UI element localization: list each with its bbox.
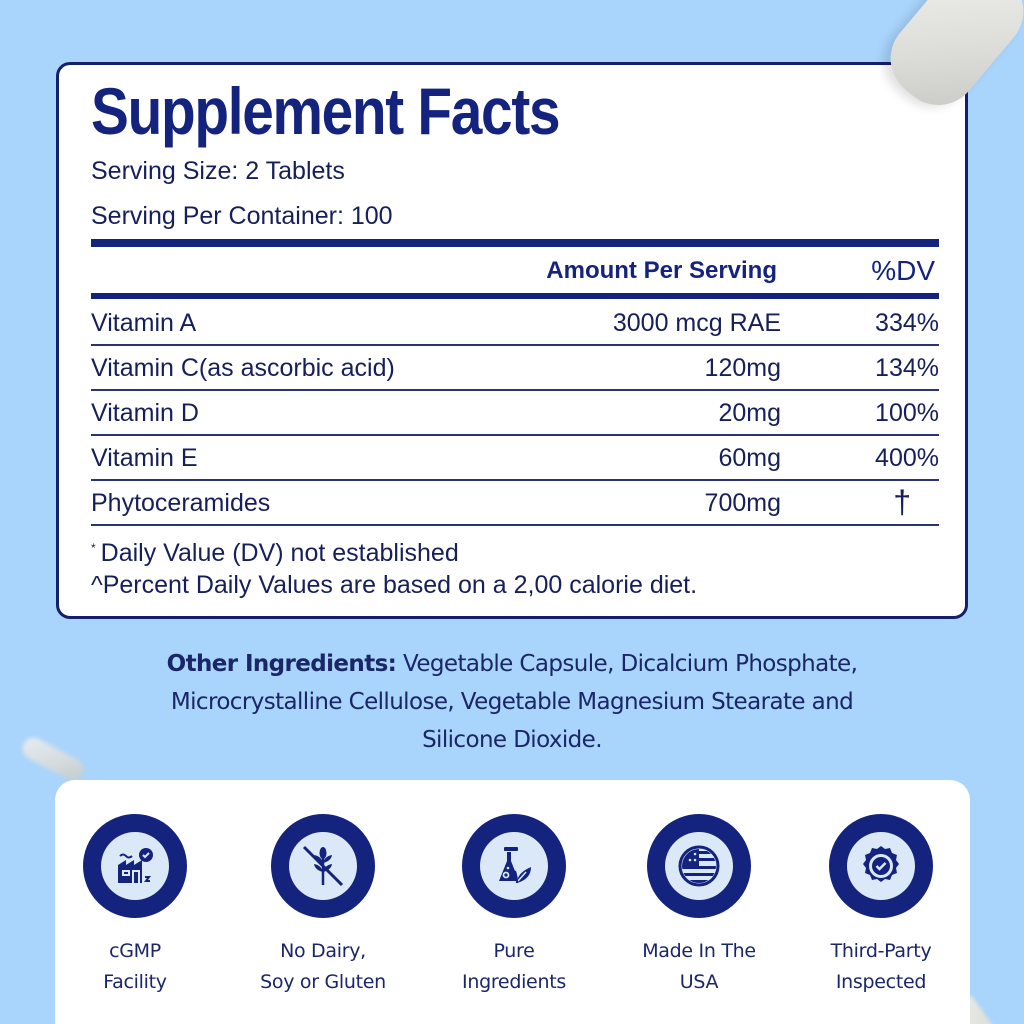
serving-size: Serving Size: 2 Tablets (91, 157, 345, 185)
badge-circle (83, 814, 187, 918)
usa-flag-icon (678, 845, 720, 887)
badge-label-line: Third-Party (830, 940, 932, 962)
fact-row: Vitamin C(as ascorbic acid) 120mg 134% (91, 346, 939, 391)
badge-label-line: USA (679, 971, 719, 993)
badge-label-line: Pure (493, 940, 535, 962)
footnote-text: Daily Value (DV) not established (100, 539, 459, 567)
badge-cgmp-facility: cGMP Facility (45, 814, 225, 998)
nutrient-dv: 100% (875, 399, 939, 427)
badge-label-line: Soy or Gluten (260, 971, 386, 993)
fact-row: Phytoceramides 700mg † (91, 481, 939, 526)
badge-circle (271, 814, 375, 918)
nutrient-amount: 60mg (718, 444, 781, 472)
nutrient-name: Vitamin A (91, 309, 197, 337)
other-ingredients-label: Other Ingredients: (166, 651, 397, 677)
footnote-mark: * (91, 541, 96, 555)
badge-inner (665, 832, 733, 900)
nutrient-name: Vitamin C(as ascorbic acid) (91, 354, 395, 382)
nutrient-amount: 120mg (704, 354, 781, 382)
nutrient-amount: 3000 mcg RAE (612, 309, 781, 337)
badge-label: No Dairy, Soy or Gluten (233, 936, 413, 998)
column-header-dv: %DV (871, 255, 935, 286)
servings-per-container: Serving Per Container: 100 (91, 202, 393, 230)
divider (91, 293, 939, 299)
badge-made-in-usa: Made In The USA (609, 814, 789, 998)
badge-inner (480, 832, 548, 900)
badge-label: Made In The USA (609, 936, 789, 998)
badge-label-line: cGMP (109, 940, 161, 962)
no-wheat-icon (302, 845, 344, 887)
supplement-facts-panel: Supplement Facts Serving Size: 2 Tablets… (56, 62, 968, 619)
badge-circle (462, 814, 566, 918)
badge-inner (289, 832, 357, 900)
badge-label-line: Made In The (642, 940, 756, 962)
footnote-dv-not-established: * Daily Value (DV) not established (91, 539, 459, 568)
badge-third-party-inspected: Third-Party Inspected (791, 814, 971, 998)
column-header-amount: Amount Per Serving (546, 257, 777, 284)
badge-circle (829, 814, 933, 918)
fact-row: Vitamin E 60mg 400% (91, 436, 939, 481)
nutrient-name: Vitamin D (91, 399, 199, 427)
nutrient-dv: 334% (875, 309, 939, 337)
badge-label: cGMP Facility (45, 936, 225, 998)
nutrient-name: Vitamin E (91, 444, 198, 472)
badge-label-line: No Dairy, (280, 940, 366, 962)
fact-row: Vitamin A 3000 mcg RAE 334% (91, 301, 939, 346)
nutrient-dv: 400% (875, 444, 939, 472)
factory-check-icon (118, 848, 153, 883)
nutrient-amount: 20mg (718, 399, 781, 427)
badge-circle (647, 814, 751, 918)
decorative-capsule (18, 733, 88, 785)
certified-seal-icon (863, 846, 899, 882)
fact-row: Vitamin D 20mg 100% (91, 391, 939, 436)
facts-title: Supplement Facts (91, 74, 561, 148)
nutrient-amount: 700mg (704, 489, 781, 517)
badge-label: Pure Ingredients (424, 936, 604, 998)
badges-panel: cGMP Facility No Dairy, Soy or Gluten (55, 780, 970, 1024)
badge-label: Third-Party Inspected (791, 936, 971, 998)
badge-label-line: Facility (103, 971, 167, 993)
badge-pure-ingredients: Pure Ingredients (424, 814, 604, 998)
divider (91, 239, 939, 247)
nutrient-dv: 134% (875, 354, 939, 382)
badge-label-line: Inspected (835, 971, 927, 993)
nutrient-dv: † (893, 484, 911, 520)
badge-inner (101, 832, 169, 900)
footnote-percent-dv: ^Percent Daily Values are based on a 2,0… (91, 571, 698, 599)
other-ingredients: Other Ingredients: Vegetable Capsule, Di… (160, 645, 864, 759)
other-ingredients-text: Vegetable Capsule, Dicalcium Phosphate, … (170, 651, 858, 753)
badge-inner (847, 832, 915, 900)
flask-leaf-icon (499, 847, 531, 884)
nutrient-name: Phytoceramides (91, 489, 271, 517)
badge-no-dairy-soy-gluten: No Dairy, Soy or Gluten (233, 814, 413, 998)
badge-label-line: Ingredients (462, 971, 566, 993)
